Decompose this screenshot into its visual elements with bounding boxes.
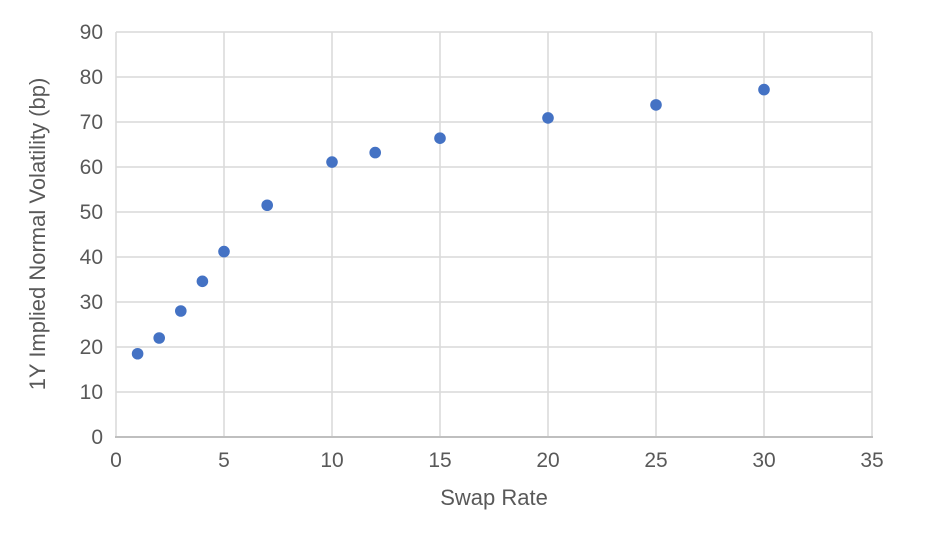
scatter-point[interactable] — [326, 156, 338, 168]
x-tick-label: 25 — [644, 449, 667, 472]
y-axis-title: 1Y Implied Normal Volatility (bp) — [25, 77, 50, 391]
y-tick-label: 40 — [80, 246, 103, 269]
y-tick-label: 20 — [80, 336, 103, 359]
y-tick-label: 10 — [80, 381, 103, 404]
scatter-point[interactable] — [218, 245, 230, 258]
scatter-point[interactable] — [369, 146, 382, 159]
scatter-point[interactable] — [434, 132, 446, 144]
scatter-point[interactable] — [153, 332, 165, 344]
x-tick-label: 10 — [320, 449, 343, 472]
scatter-point[interactable] — [650, 99, 662, 111]
x-tick-label: 35 — [860, 449, 883, 472]
scatter-point[interactable] — [131, 347, 144, 360]
x-tick-label: 5 — [218, 449, 230, 472]
y-tick-label: 90 — [80, 21, 103, 44]
x-tick-label: 15 — [428, 449, 451, 472]
y-tick-label: 80 — [80, 66, 103, 89]
y-tick-label: 50 — [80, 201, 103, 224]
y-tick-label: 60 — [80, 156, 103, 179]
scatter-point[interactable] — [542, 112, 554, 124]
y-tick-label: 30 — [80, 291, 103, 314]
scatter-point[interactable] — [175, 305, 187, 317]
x-tick-label: 30 — [752, 449, 775, 472]
scatter-point[interactable] — [758, 83, 770, 96]
scatter-point[interactable] — [196, 275, 209, 288]
x-axis-title: Swap Rate — [440, 485, 548, 510]
y-tick-label: 70 — [80, 111, 103, 134]
x-tick-label: 20 — [536, 449, 559, 472]
x-tick-label: 0 — [110, 449, 122, 472]
y-tick-label: 0 — [91, 426, 103, 449]
scatter-point[interactable] — [261, 199, 274, 212]
